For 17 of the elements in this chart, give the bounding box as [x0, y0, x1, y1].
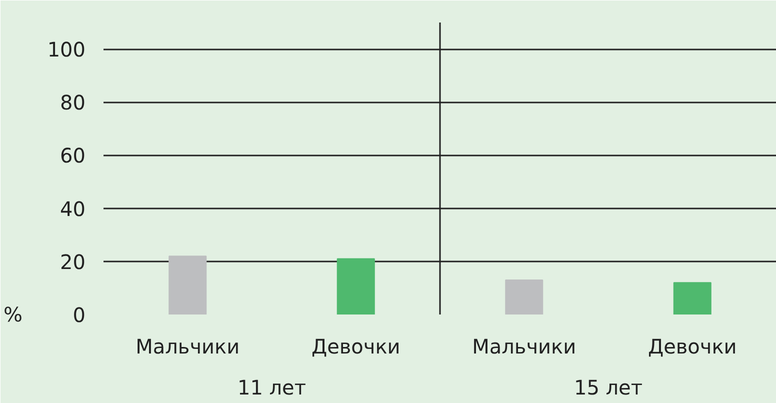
y-tick-label: 20 [60, 250, 86, 274]
bar [168, 256, 207, 314]
x-tick-label: Девочки [648, 334, 737, 358]
y-tick-label: 60 [60, 144, 86, 168]
y-tick-label: 0 [72, 303, 86, 327]
x-tick-label: Мальчики [136, 334, 240, 358]
bar [673, 282, 712, 314]
y-tick-label: 40 [60, 196, 86, 221]
y-tick-label: 80 [60, 90, 86, 115]
bar [336, 258, 375, 314]
x-tick-label: Девочки [311, 334, 400, 358]
bar [505, 279, 544, 314]
text: 15 лет [574, 376, 643, 400]
y-axis-title: % [3, 302, 23, 326]
y-tick-label: 100 [47, 38, 86, 62]
x-tick-label: Мальчики [472, 334, 576, 358]
text: 11 лет [237, 376, 306, 400]
